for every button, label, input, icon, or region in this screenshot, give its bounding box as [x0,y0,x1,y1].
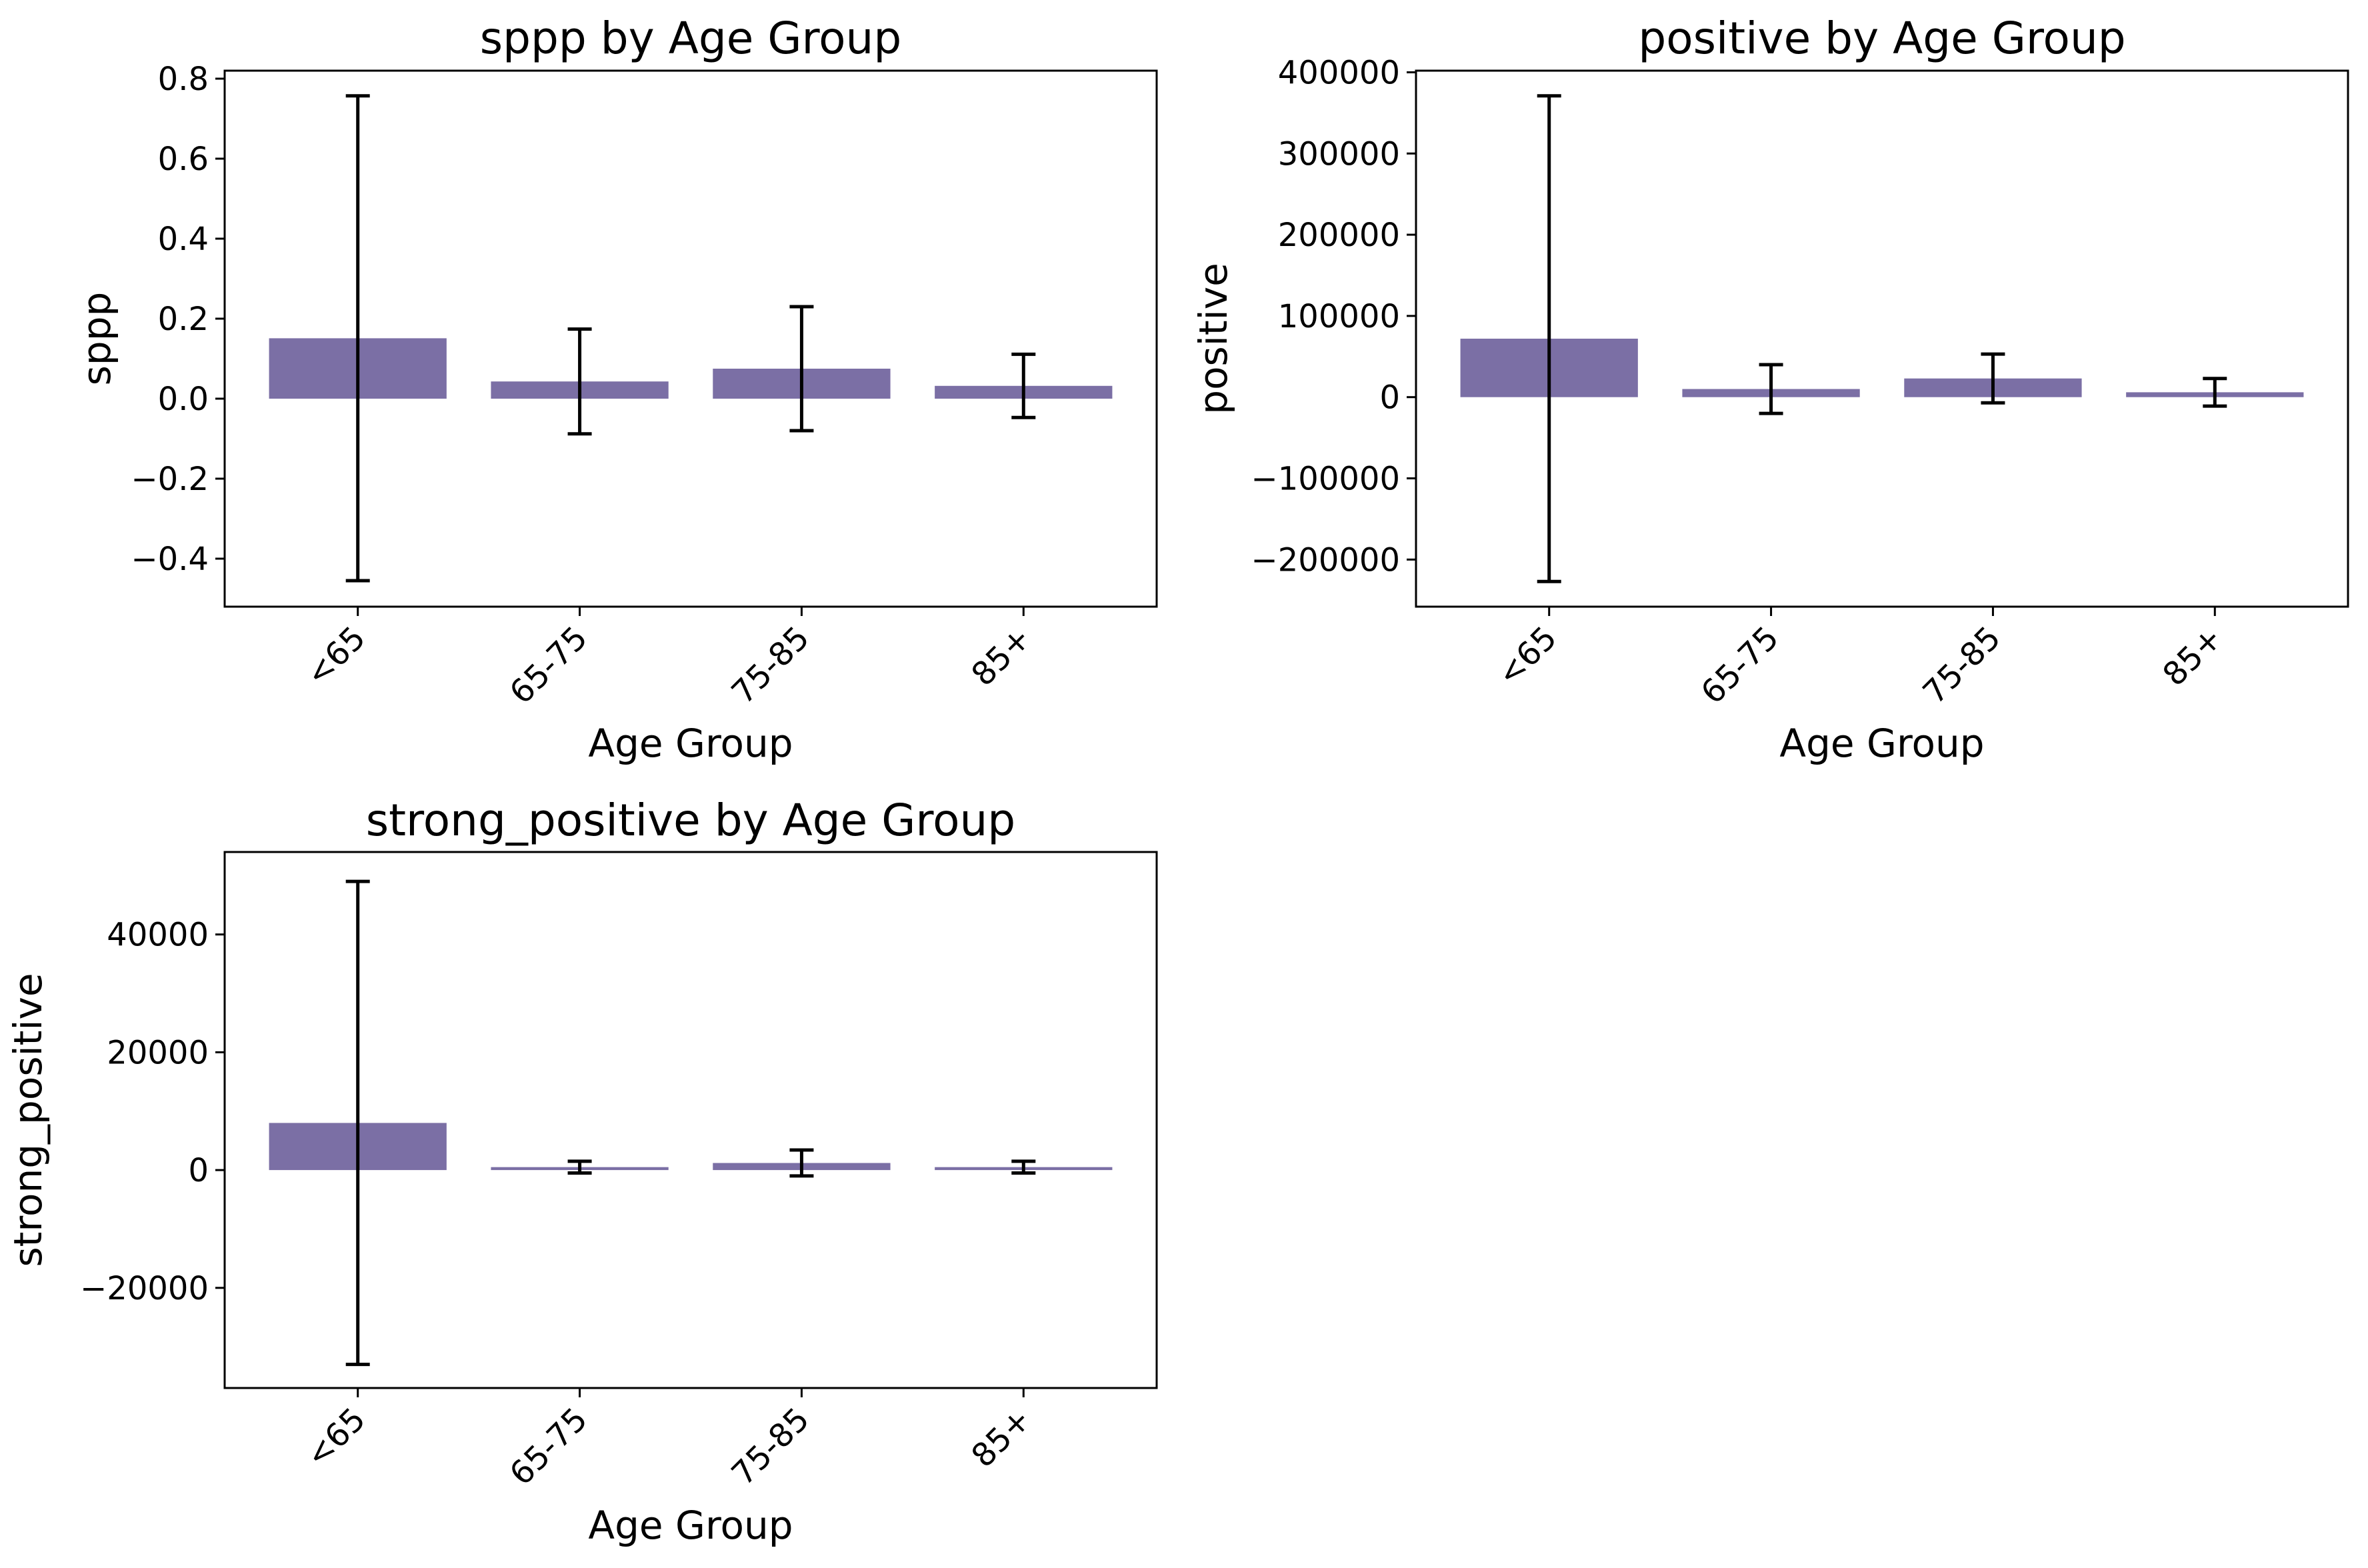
y-tick-label: 0.8 [158,61,209,98]
y-axis-label: sppp [74,292,119,386]
chart-title: sppp by Age Group [480,13,902,64]
y-axis-label: positive [1191,263,1236,415]
y-tick-label: 0.2 [158,301,209,338]
y-tick-label: −0.4 [131,541,209,578]
plot-frame [1415,69,2349,608]
y-tick-label: 100000 [1278,298,1400,335]
y-tick-label: −20000 [80,1270,209,1307]
x-axis-label: Age Group [1779,721,1984,766]
y-tick-label: 40000 [107,917,209,954]
y-tick-label: −100000 [1251,461,1400,498]
y-tick-label: 400000 [1278,54,1400,91]
chart-title: positive by Age Group [1638,13,2125,64]
y-tick-label: 0 [1379,379,1400,417]
y-tick-label: 20000 [107,1034,209,1071]
x-axis-label: Age Group [588,1503,793,1548]
y-tick-label: −0.2 [131,461,209,498]
y-tick-label: 200000 [1278,217,1400,254]
chart-title: strong_positive by Age Group [366,795,1015,846]
x-axis-label: Age Group [588,721,793,766]
y-tick-label: 0.4 [158,221,209,258]
y-axis-label: strong_positive [5,973,51,1267]
y-tick-label: −200000 [1251,541,1400,579]
y-tick-label: 0.6 [158,141,209,178]
y-tick-label: 0.0 [158,381,209,418]
y-tick-label: 300000 [1278,135,1400,173]
plot-frame [223,69,1158,608]
y-tick-label: 0 [188,1152,209,1189]
plot-frame [223,851,1158,1389]
